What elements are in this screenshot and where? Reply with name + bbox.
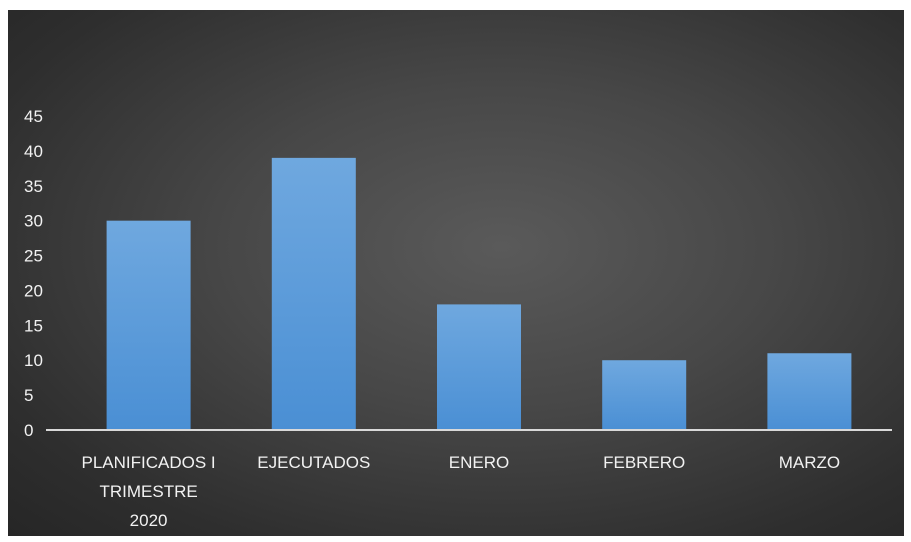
y-tick-label: 25 — [24, 247, 43, 266]
x-category-label: PLANIFICADOS I TRIMESTRE 2020 — [82, 453, 216, 530]
x-category-label: ENERO — [449, 453, 509, 472]
bar — [437, 304, 521, 430]
y-tick-label: 20 — [24, 281, 43, 300]
x-category-label: FEBRERO — [603, 453, 685, 472]
y-tick-label: 15 — [24, 316, 43, 335]
bar-chart: 0 5 10 15 20 25 30 35 40 45 PLANIFICADOS I TRIMEST… — [8, 10, 904, 536]
y-tick-label: 0 — [24, 421, 33, 440]
bar — [602, 360, 686, 430]
y-tick-label: 10 — [24, 351, 43, 370]
x-category-label: MARZO — [779, 453, 840, 472]
y-tick-label: 5 — [24, 386, 33, 405]
y-tick-label: 40 — [24, 142, 43, 161]
y-tick-label: 35 — [24, 177, 43, 196]
bar — [107, 221, 191, 430]
bar — [272, 158, 356, 430]
y-tick-label: 45 — [24, 107, 43, 126]
x-axis-category-labels: PLANIFICADOS I TRIMESTRE 2020 EJECUTADOS ENE… — [82, 453, 841, 530]
chart-area: 0 5 10 15 20 25 30 35 40 45 PLANIFICADOS I TRIMEST… — [8, 10, 904, 536]
y-axis-tick-labels: 0 5 10 15 20 25 30 35 40 45 — [24, 107, 43, 440]
x-category-label: EJECUTADOS — [257, 453, 370, 472]
bars — [107, 158, 852, 430]
bar — [767, 353, 851, 430]
y-tick-label: 30 — [24, 212, 43, 231]
